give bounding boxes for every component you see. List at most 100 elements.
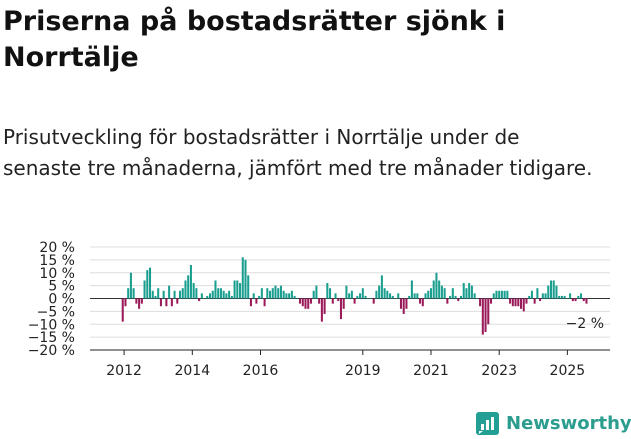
bar [566,298,569,299]
bar [410,280,413,299]
bar [124,298,127,307]
bar [337,298,340,302]
bar [419,298,422,304]
bar [530,290,533,299]
bar [339,298,342,320]
bars [121,257,588,335]
x-tick-label: 2014 [174,363,210,379]
bar [209,293,212,299]
bar [489,298,493,304]
bar [487,298,490,325]
x-axis: 2012 2014 2016 2019 2021 2023 2025 [90,349,610,379]
bar [260,288,263,299]
bar [288,293,291,299]
bar [211,290,214,299]
bar [266,288,269,299]
bar [249,298,252,307]
bar [301,298,304,307]
bar [165,298,168,307]
bar [315,285,318,299]
bar [481,298,484,335]
bar [214,280,217,299]
bar [514,298,517,307]
bar [154,295,157,299]
bar [468,283,471,299]
bar [386,290,389,299]
bar [506,290,509,299]
bar [375,290,378,299]
bar [449,295,452,299]
bar [560,295,563,299]
bar [424,293,427,299]
brand: Newsworthy [476,408,631,438]
bar [222,290,225,299]
bar [236,280,239,299]
bar [129,272,132,299]
bar [533,298,536,304]
bar [519,298,523,309]
bar [408,295,411,299]
x-tick-label: 2025 [550,363,586,379]
bar [121,298,124,322]
bar [187,275,190,299]
bar [342,298,345,309]
y-tick-label: −15 % [28,330,75,346]
bar [293,295,296,299]
bar [503,290,506,299]
bar [378,285,381,299]
chart-title: Priserna på bostadsrätter sjönk i Norrtä… [3,6,506,73]
bar [252,293,255,299]
bar [198,298,201,302]
bar [181,288,184,299]
bar [217,288,220,299]
bar [372,298,375,304]
bar [522,298,525,312]
bar [443,288,446,299]
bar [555,285,558,299]
bar [140,298,143,304]
bar [517,298,520,307]
bar [528,295,531,299]
bar [364,295,367,299]
bar [438,280,441,299]
bar [539,298,542,302]
bar [544,293,547,299]
bar [563,295,566,299]
bar [345,285,348,299]
bar [258,295,261,299]
bar [192,283,195,299]
bar [318,298,321,304]
bar [470,285,473,299]
bar [307,298,310,309]
bar [473,293,476,299]
bar [159,298,162,307]
y-tick-label: 20 % [39,240,75,256]
bar [285,293,288,299]
bar [402,298,405,314]
y-tick-label: 5 % [48,279,75,295]
bar [579,293,583,299]
bar [383,288,386,299]
bar [498,290,501,299]
bar [356,295,359,299]
bar [228,290,231,299]
bar [135,298,138,304]
bar [277,288,280,299]
y-tick-label: 10 % [39,266,75,282]
x-tick-label: 2019 [345,363,381,379]
bar [511,298,514,307]
bar [304,298,307,309]
bar [440,285,443,299]
bar [329,288,332,299]
bar [509,298,512,304]
bar [413,293,416,299]
bar [484,298,487,332]
bar [476,298,479,299]
bar [206,295,209,299]
bar [465,288,468,299]
bar [405,298,408,309]
bar [435,272,438,299]
bar [457,298,460,302]
y-tick-label: −5 % [37,304,75,320]
bar [247,275,250,299]
